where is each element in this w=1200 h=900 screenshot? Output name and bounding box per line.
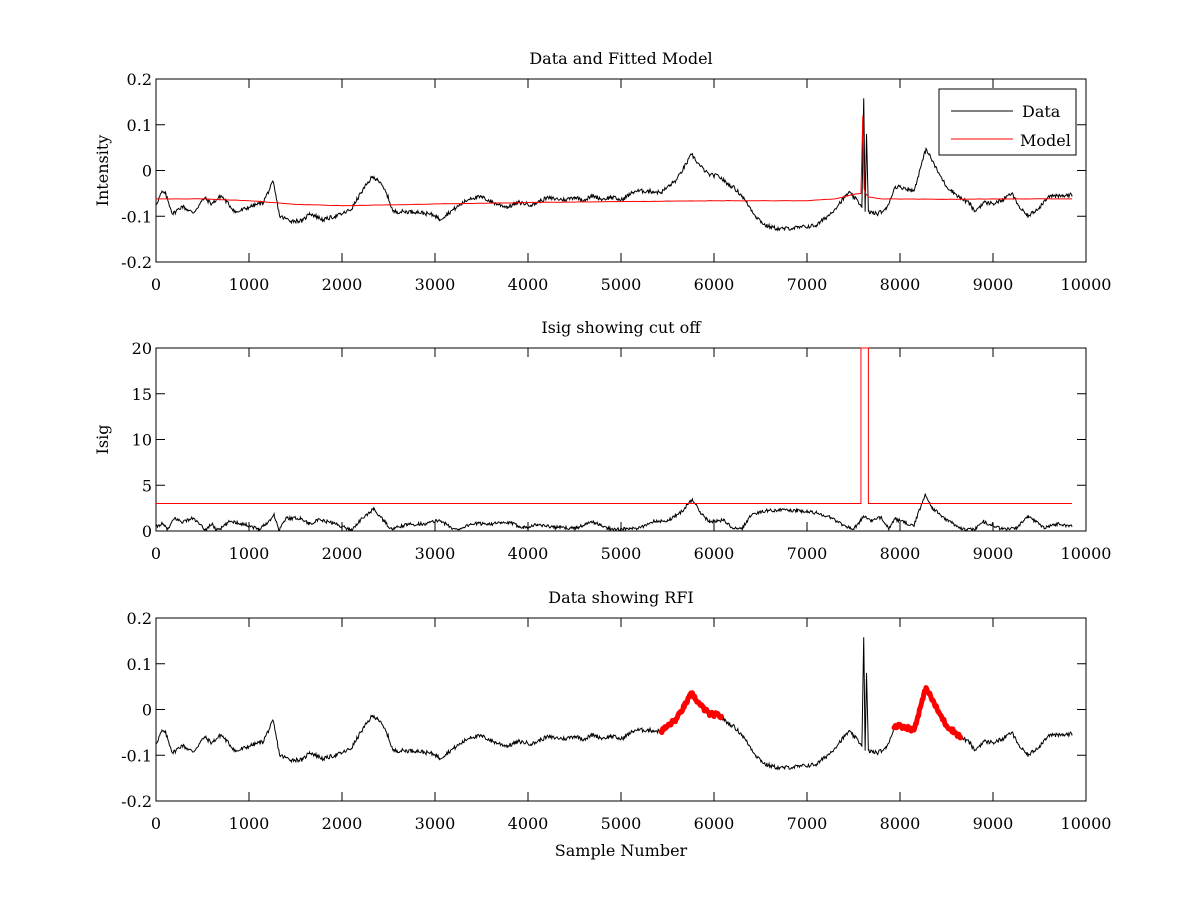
x-axis-label: Sample Number — [555, 841, 688, 860]
x-tick-label: 4000 — [508, 544, 549, 563]
plot-data-and-fitted-model: 0 1000 2000 3000 4000 5000 6000 7000 8000 9000 100… — [93, 49, 1111, 294]
series-line-data — [156, 98, 1073, 232]
rfi-highlight-1 — [658, 690, 724, 736]
y-tick-label: 0 — [142, 522, 152, 541]
plot-isig-showing-cut-off: 0 1000 2000 3000 4000 5000 6000 7000 8000 9000 100… — [93, 318, 1111, 563]
x-tick-label: 5000 — [601, 544, 642, 563]
plot-data-showing-rfi: 0 1000 2000 3000 4000 5000 6000 7000 8000 9000 100… — [121, 588, 1111, 860]
y-tick-label: 5 — [142, 476, 152, 495]
y-tick-label: 20 — [132, 339, 152, 358]
x-tick-label: 3000 — [415, 814, 456, 833]
x-tick-label: 6000 — [694, 814, 735, 833]
x-tick-label: 8000 — [880, 814, 921, 833]
y-tick-label: 0.2 — [127, 609, 152, 628]
y-tick-label: 0.2 — [127, 70, 152, 89]
y-tick-label: -0.1 — [121, 207, 152, 226]
x-tick-label: 10000 — [1061, 275, 1112, 294]
y-axis-label: Intensity — [93, 135, 112, 207]
chart-title: Isig showing cut off — [541, 318, 702, 337]
x-tick-label: 7000 — [787, 544, 828, 563]
x-tick-label: 2000 — [322, 814, 363, 833]
x-tick-label: 0 — [151, 544, 161, 563]
x-tick-label: 7000 — [787, 275, 828, 294]
y-tick-label: 0.1 — [127, 655, 152, 674]
y-axis-label: Isig — [93, 425, 112, 455]
series-line-model — [156, 115, 1073, 207]
legend-label-model: Model — [1020, 131, 1071, 150]
legend-box — [938, 88, 1077, 156]
x-tick-label: 3000 — [415, 544, 456, 563]
x-tick-label: 4000 — [508, 275, 549, 294]
y-tick-label: 0 — [142, 701, 152, 720]
y-tick-label: 0.1 — [127, 116, 152, 135]
chart-title: Data showing RFI — [548, 588, 693, 607]
x-tick-label: 2000 — [322, 544, 363, 563]
x-tick-label: 1000 — [229, 275, 270, 294]
chart-title: Data and Fitted Model — [529, 49, 712, 68]
x-tick-label: 5000 — [601, 275, 642, 294]
x-tick-label: 9000 — [973, 275, 1014, 294]
x-tick-label: 1000 — [229, 544, 270, 563]
x-tick-label: 8000 — [880, 544, 921, 563]
x-tick-label: 6000 — [694, 544, 735, 563]
x-tick-label: 10000 — [1061, 814, 1112, 833]
x-tick-label: 5000 — [601, 814, 642, 833]
series-line-isig — [156, 493, 1073, 531]
y-tick-label: 0 — [142, 162, 152, 181]
x-tick-label: 9000 — [973, 814, 1014, 833]
y-tick-label: 15 — [132, 385, 152, 404]
axes-box — [155, 617, 1087, 802]
x-tick-label: 3000 — [415, 275, 456, 294]
x-tick-label: 6000 — [694, 275, 735, 294]
x-tick-label: 10000 — [1061, 544, 1112, 563]
x-tick-label: 2000 — [322, 275, 363, 294]
y-tick-label: -0.2 — [121, 253, 152, 272]
legend-label-data: Data — [1022, 102, 1061, 121]
x-tick-label: 0 — [151, 814, 161, 833]
x-tick-label: 0 — [151, 275, 161, 294]
x-tick-label: 7000 — [787, 814, 828, 833]
x-tick-label: 9000 — [973, 544, 1014, 563]
rfi-highlight-2 — [891, 685, 963, 741]
x-tick-label: 8000 — [880, 275, 921, 294]
series-line-cut-off — [156, 347, 1073, 505]
legend: Data Model — [938, 88, 1077, 156]
x-tick-label: 1000 — [229, 814, 270, 833]
y-tick-label: -0.2 — [121, 792, 152, 811]
y-tick-label: 10 — [132, 431, 152, 450]
y-tick-label: -0.1 — [121, 746, 152, 765]
x-tick-label: 4000 — [508, 814, 549, 833]
